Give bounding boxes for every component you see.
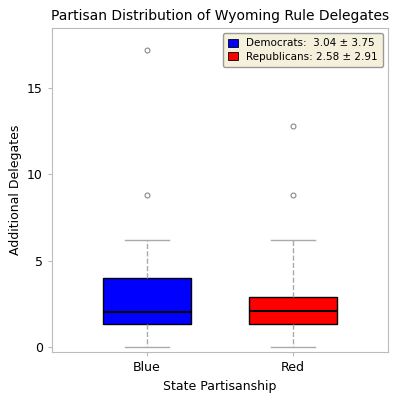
X-axis label: State Partisanship: State Partisanship bbox=[163, 380, 277, 392]
PathPatch shape bbox=[249, 297, 337, 324]
Legend: Democrats:  3.04 ± 3.75, Republicans: 2.58 ± 2.91: Democrats: 3.04 ± 3.75, Republicans: 2.5… bbox=[223, 33, 383, 67]
Title: Partisan Distribution of Wyoming Rule Delegates: Partisan Distribution of Wyoming Rule De… bbox=[51, 9, 389, 23]
Y-axis label: Additional Delegates: Additional Delegates bbox=[8, 125, 22, 255]
PathPatch shape bbox=[103, 278, 191, 324]
